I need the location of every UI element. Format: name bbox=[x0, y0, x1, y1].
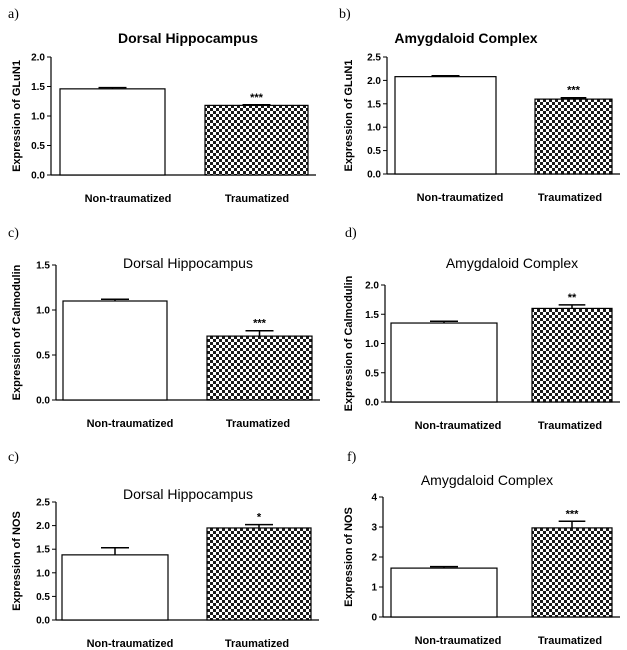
y-axis-label: Expression of GLuN1 bbox=[343, 60, 355, 172]
y-tick-label: 3 bbox=[371, 523, 377, 534]
panel-label: f) bbox=[347, 450, 357, 465]
chart-title: Amygdaloid Complex bbox=[421, 472, 553, 488]
bar bbox=[206, 335, 313, 401]
bar bbox=[390, 567, 498, 618]
panel-label: c) bbox=[8, 226, 19, 241]
significance-marker: *** bbox=[250, 92, 264, 104]
y-tick-label: 2.0 bbox=[365, 281, 379, 292]
y-tick-label: 0 bbox=[371, 613, 377, 624]
panel-label: b) bbox=[339, 7, 351, 22]
y-axis-label: Expression of GLuN1 bbox=[11, 60, 23, 172]
x-category-label: Traumatized bbox=[225, 193, 289, 205]
y-tick-label: 0.5 bbox=[367, 146, 381, 157]
x-category-label: Non-traumatized bbox=[87, 418, 174, 430]
x-category-label: Non-traumatized bbox=[415, 420, 502, 432]
y-tick-label: 1.0 bbox=[365, 339, 379, 350]
y-tick-label: 0.0 bbox=[36, 616, 50, 627]
y-tick-label: 1.0 bbox=[36, 568, 50, 579]
y-tick-label: 2.0 bbox=[31, 53, 45, 64]
y-tick-label: 2.0 bbox=[36, 521, 50, 532]
y-tick-label: 1.5 bbox=[36, 545, 50, 556]
bar bbox=[531, 307, 613, 403]
x-category-label: Traumatized bbox=[225, 638, 289, 650]
chart-title: Amygdaloid Complex bbox=[394, 30, 537, 46]
y-tick-label: 1.0 bbox=[31, 112, 45, 123]
y-tick-label: 1.5 bbox=[367, 99, 381, 110]
y-tick-label: 1.5 bbox=[36, 261, 50, 272]
bar bbox=[531, 527, 613, 618]
y-tick-label: 1.0 bbox=[367, 123, 381, 134]
y-tick-label: 0.0 bbox=[36, 396, 50, 407]
y-tick-label: 0.5 bbox=[31, 141, 45, 152]
bar bbox=[62, 300, 168, 401]
bar bbox=[206, 527, 312, 621]
y-tick-label: 2.5 bbox=[367, 53, 381, 64]
significance-marker: *** bbox=[253, 318, 267, 330]
y-tick-label: 1.0 bbox=[36, 306, 50, 317]
significance-marker: ** bbox=[568, 292, 577, 304]
x-category-label: Non-traumatized bbox=[85, 193, 172, 205]
bar bbox=[59, 88, 166, 176]
x-category-label: Traumatized bbox=[538, 420, 602, 432]
y-tick-label: 0.5 bbox=[36, 351, 50, 362]
y-tick-label: 2.5 bbox=[36, 498, 50, 509]
chart-title: Amygdaloid Complex bbox=[446, 255, 578, 271]
x-category-label: Traumatized bbox=[538, 635, 602, 647]
y-axis-label: Expression of NOS bbox=[11, 511, 23, 611]
bar bbox=[390, 322, 498, 403]
bar bbox=[61, 554, 169, 621]
bar bbox=[534, 98, 613, 175]
chart-title: Dorsal Hippocampus bbox=[123, 255, 253, 271]
significance-marker: * bbox=[257, 512, 262, 524]
y-tick-label: 0.0 bbox=[31, 171, 45, 182]
y-tick-label: 0.0 bbox=[365, 398, 379, 409]
bar bbox=[394, 76, 497, 175]
chart-title: Dorsal Hippocampus bbox=[118, 30, 258, 46]
x-category-label: Traumatized bbox=[226, 418, 290, 430]
y-axis-label: Expression of NOS bbox=[343, 507, 355, 607]
y-tick-label: 1.5 bbox=[31, 82, 45, 93]
y-tick-label: 2 bbox=[371, 553, 377, 564]
x-category-label: Non-traumatized bbox=[87, 638, 174, 650]
chart-title: Dorsal Hippocampus bbox=[123, 486, 253, 502]
y-tick-label: 4 bbox=[371, 493, 377, 504]
x-category-label: Non-traumatized bbox=[415, 635, 502, 647]
panel-label: a) bbox=[8, 7, 19, 22]
y-axis-label: Expression of Calmodulin bbox=[11, 264, 23, 400]
significance-marker: *** bbox=[566, 508, 580, 520]
y-tick-label: 0.5 bbox=[36, 592, 50, 603]
panel-label: d) bbox=[345, 226, 357, 241]
y-tick-label: 0.0 bbox=[367, 170, 381, 181]
bar bbox=[204, 104, 309, 176]
x-category-label: Non-traumatized bbox=[417, 192, 504, 204]
y-tick-label: 1 bbox=[371, 583, 377, 594]
y-tick-label: 0.5 bbox=[365, 368, 379, 379]
y-tick-label: 1.5 bbox=[365, 310, 379, 321]
y-axis-label: Expression of Calmodulin bbox=[343, 275, 355, 411]
y-tick-label: 2.0 bbox=[367, 76, 381, 87]
x-category-label: Traumatized bbox=[538, 192, 602, 204]
panel-label: c) bbox=[8, 450, 19, 465]
significance-marker: *** bbox=[567, 85, 581, 97]
